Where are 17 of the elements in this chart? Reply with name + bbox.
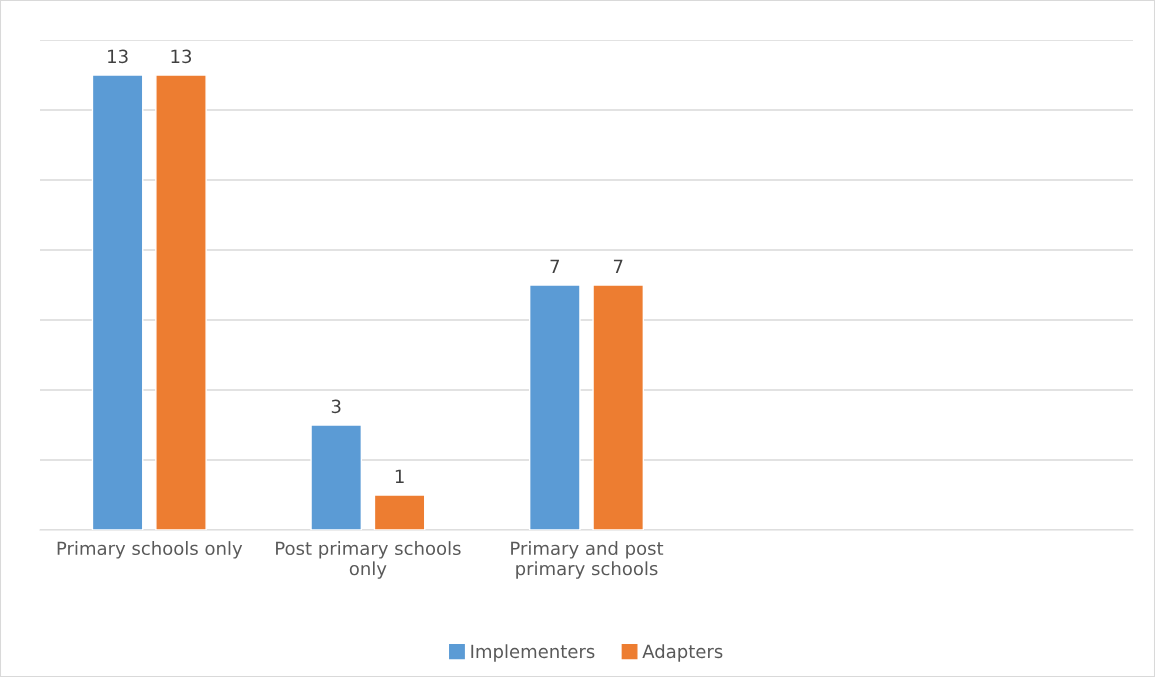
bar bbox=[373, 494, 426, 530]
data-label: 13 bbox=[108, 49, 128, 64]
bar bbox=[310, 424, 363, 530]
legend-label: Implementers bbox=[471, 644, 595, 662]
data-label: 7 bbox=[613, 259, 623, 273]
data-label: 7 bbox=[550, 259, 559, 273]
bar bbox=[592, 284, 645, 530]
data-label: 1 bbox=[395, 469, 404, 483]
data-label: 13 bbox=[171, 49, 192, 64]
x-tick-label: Primary schools only bbox=[57, 541, 243, 559]
x-tick-label: Primary and post primary schools bbox=[511, 541, 664, 579]
legend-label: Adapters bbox=[642, 644, 723, 662]
bar bbox=[528, 284, 581, 530]
data-label: 3 bbox=[331, 399, 341, 414]
bar bbox=[91, 74, 144, 530]
bar bbox=[155, 74, 207, 530]
x-tick-label: Post primary schools only bbox=[276, 541, 461, 579]
